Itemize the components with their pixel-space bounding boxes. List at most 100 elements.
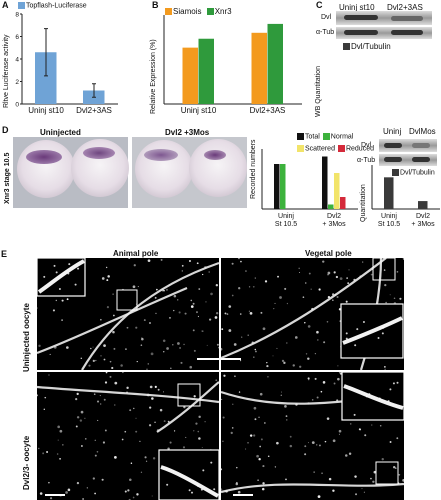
zoom-fiber xyxy=(343,384,404,410)
particle xyxy=(183,405,186,409)
x-tick-label: Uninj xyxy=(278,213,294,220)
xnr3-stain xyxy=(83,147,115,159)
zoom-particle xyxy=(353,413,356,416)
particle xyxy=(307,377,310,380)
particle xyxy=(92,477,95,480)
particle xyxy=(198,415,201,419)
panel-label-b: B xyxy=(152,0,159,10)
particle xyxy=(307,442,309,444)
zoom-particle xyxy=(53,264,56,267)
x-tick-label: St 10.5 xyxy=(378,221,400,228)
zoom-fiber xyxy=(37,259,85,294)
particle xyxy=(240,260,242,263)
zoom-particle xyxy=(166,483,169,486)
particle xyxy=(182,446,186,449)
y-tick-label: 8 xyxy=(15,12,19,19)
particle xyxy=(310,288,312,290)
particle xyxy=(379,425,382,427)
particle xyxy=(266,364,269,368)
particle xyxy=(128,258,131,260)
panel-c-lane-1: Uninj st10 xyxy=(339,3,375,12)
zoom-particle xyxy=(354,344,357,347)
xnr3-stain xyxy=(26,150,62,164)
panel-e-col-animal: Animal pole xyxy=(113,249,159,258)
particle xyxy=(234,375,236,378)
particle xyxy=(345,454,348,457)
particle xyxy=(317,495,321,499)
legend-label-dvl-tubulin-d: Dvl/Tubulin xyxy=(400,169,435,177)
particle xyxy=(48,374,50,376)
particle xyxy=(285,419,288,421)
particle xyxy=(163,289,165,292)
particle xyxy=(147,363,149,365)
particle xyxy=(236,466,238,469)
particle xyxy=(177,342,180,345)
particle xyxy=(135,430,138,433)
particle xyxy=(173,294,177,298)
zoom-particle xyxy=(387,400,390,403)
particle xyxy=(93,393,96,396)
particle xyxy=(252,285,255,288)
particle xyxy=(162,391,164,393)
particle xyxy=(39,492,43,495)
particle xyxy=(80,410,84,414)
particle xyxy=(97,419,99,422)
zoom-particle xyxy=(77,267,80,270)
particle xyxy=(280,394,282,396)
particle xyxy=(126,326,129,329)
legend-swatch-reduced xyxy=(337,145,345,153)
particle xyxy=(166,347,169,350)
particle xyxy=(253,434,256,437)
particle xyxy=(338,429,342,433)
particle xyxy=(195,422,198,425)
particle xyxy=(308,379,310,381)
panel-label-e: E xyxy=(1,249,8,259)
particle xyxy=(304,321,306,324)
particle xyxy=(363,491,365,493)
zoom-particle xyxy=(382,326,385,329)
particle xyxy=(316,330,319,334)
particle xyxy=(46,451,49,453)
panel-c-blot-dvl xyxy=(336,11,432,25)
particle xyxy=(129,478,132,482)
particle xyxy=(55,299,57,302)
x-tick-label: Dvl2+3AS xyxy=(76,106,112,115)
particle xyxy=(338,433,340,435)
particle xyxy=(392,466,396,469)
particle xyxy=(272,355,274,357)
particle xyxy=(258,416,260,418)
particle xyxy=(95,359,97,362)
particle xyxy=(328,477,332,481)
particle xyxy=(101,277,105,280)
particle xyxy=(389,441,392,443)
particle xyxy=(372,480,375,483)
legend-swatch-xnr3 xyxy=(206,8,214,16)
particle xyxy=(162,339,166,343)
particle xyxy=(75,398,78,401)
particle xyxy=(106,279,109,282)
particle xyxy=(345,300,348,303)
particle xyxy=(183,343,185,346)
bar xyxy=(322,156,328,209)
particle xyxy=(226,313,229,315)
particle xyxy=(57,425,60,429)
band xyxy=(391,16,423,21)
zoom-particle xyxy=(362,321,365,324)
particle xyxy=(314,377,317,380)
micrograph-dvl-vegetal xyxy=(221,372,404,500)
particle xyxy=(99,395,101,397)
bar xyxy=(182,47,198,104)
particle xyxy=(370,273,373,276)
particle xyxy=(59,429,63,433)
particle xyxy=(254,277,256,279)
scale-bar xyxy=(221,358,241,360)
particle xyxy=(317,339,319,341)
panel-d-blot-dvl xyxy=(379,139,437,152)
particle xyxy=(394,467,397,470)
particle xyxy=(193,430,195,432)
selection-box xyxy=(177,383,201,407)
particle xyxy=(256,454,259,458)
particle xyxy=(42,452,45,455)
particle xyxy=(155,312,157,315)
particle xyxy=(122,372,124,374)
